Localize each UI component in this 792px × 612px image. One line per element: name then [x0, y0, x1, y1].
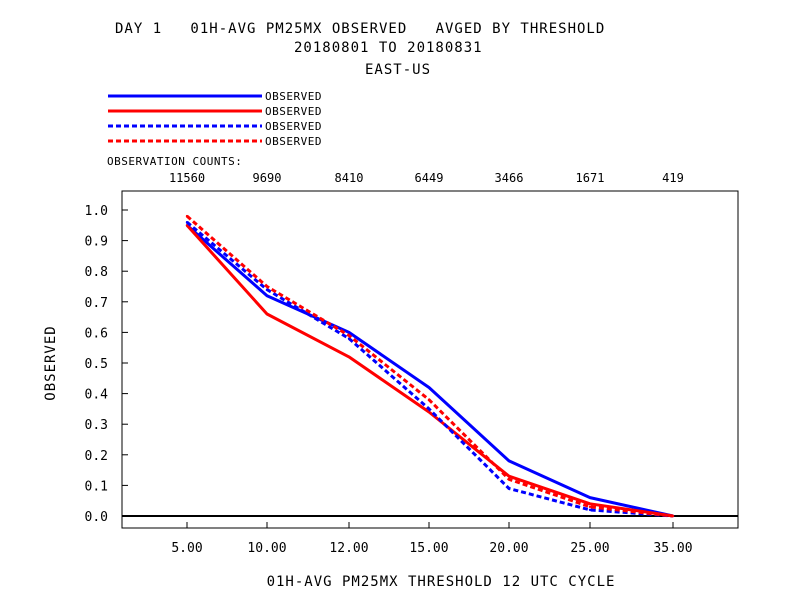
y-tick-label: 0.6: [85, 326, 108, 341]
series-line-4: [186, 214, 674, 518]
x-axis-label: 01H-AVG PM25MX THRESHOLD 12 UTC CYCLE: [267, 574, 616, 590]
series-line-2: [185, 224, 674, 518]
y-tick-label: 0.3: [85, 418, 108, 433]
series-1-point-4: [427, 386, 431, 389]
y-tick-label: 0.2: [85, 449, 108, 464]
series-3-point-5: [507, 487, 511, 490]
chart-title-line3: EAST-US: [365, 62, 432, 78]
plot-frame: [121, 190, 739, 529]
y-tick-label: 0.5: [85, 357, 108, 372]
x-tick-label: 25.00: [570, 541, 609, 556]
series-2-point-1: [185, 224, 189, 227]
series-2-point-6: [588, 502, 592, 505]
observation-counts-label: OBSERVATION COUNTS:: [107, 155, 242, 168]
series-4-point-6: [588, 505, 592, 509]
legend-label-4: OBSERVED: [265, 135, 322, 148]
series-2-point-2: [265, 312, 269, 316]
series-3-point-2: [265, 288, 269, 291]
x-tick-label: 20.00: [489, 541, 528, 556]
x-tick-label: 5.00: [171, 541, 202, 556]
series-3-point-4: [427, 407, 431, 411]
x-tick-label: 35.00: [653, 541, 692, 556]
chart-title-line1: DAY 1 01H-AVG PM25MX OBSERVED AVGED BY T…: [115, 21, 606, 37]
legend-label-3: OBSERVED: [265, 120, 322, 133]
series-3-point-6: [588, 508, 592, 512]
x-tick-label: 12.00: [329, 541, 368, 556]
series-4-point-5: [507, 478, 511, 481]
observation-count-2: 9690: [253, 171, 282, 185]
observation-count-5: 3466: [495, 171, 524, 185]
y-tick-label: 1.0: [85, 204, 108, 219]
observation-count-4: 6449: [415, 171, 444, 185]
series-3-point-3: [347, 337, 351, 340]
series-2-point-5: [507, 475, 511, 478]
legend-label-1: OBSERVED: [265, 90, 322, 103]
series-line-3: [186, 221, 674, 518]
y-tick-label: 0.8: [85, 265, 108, 280]
observation-count-7: 419: [662, 171, 684, 185]
series-4-point-2: [265, 285, 269, 288]
chart-title-line2: 20180801 TO 20180831: [294, 40, 483, 56]
observation-count-3: 8410: [335, 171, 364, 185]
y-tick-label: 0.9: [85, 235, 108, 250]
series-1-point-6: [588, 496, 592, 499]
series-1-point-3: [347, 331, 351, 334]
series-2-point-3: [347, 355, 351, 359]
y-tick-label: 0.4: [85, 388, 109, 403]
series-3-point-1: [185, 221, 189, 224]
series-line-1: [186, 224, 674, 518]
observation-count-1: 11560: [169, 171, 205, 185]
series-1-point-2: [265, 294, 269, 297]
x-tick-label: 15.00: [409, 541, 448, 556]
x-tick-label: 10.00: [247, 541, 286, 556]
series-4-point-7: [671, 514, 675, 518]
series-4-point-1: [185, 214, 189, 218]
y-axis-label: OBSERVED: [43, 325, 59, 400]
series-4-point-3: [347, 334, 351, 337]
y-tick-label: 0.0: [85, 510, 108, 525]
y-tick-label: 0.1: [85, 479, 108, 494]
series-1-point-5: [507, 459, 511, 463]
series-4-point-4: [427, 398, 431, 401]
observation-count-6: 1671: [576, 171, 605, 185]
y-tick-label: 0.7: [85, 296, 108, 311]
legend-label-2: OBSERVED: [265, 105, 322, 118]
